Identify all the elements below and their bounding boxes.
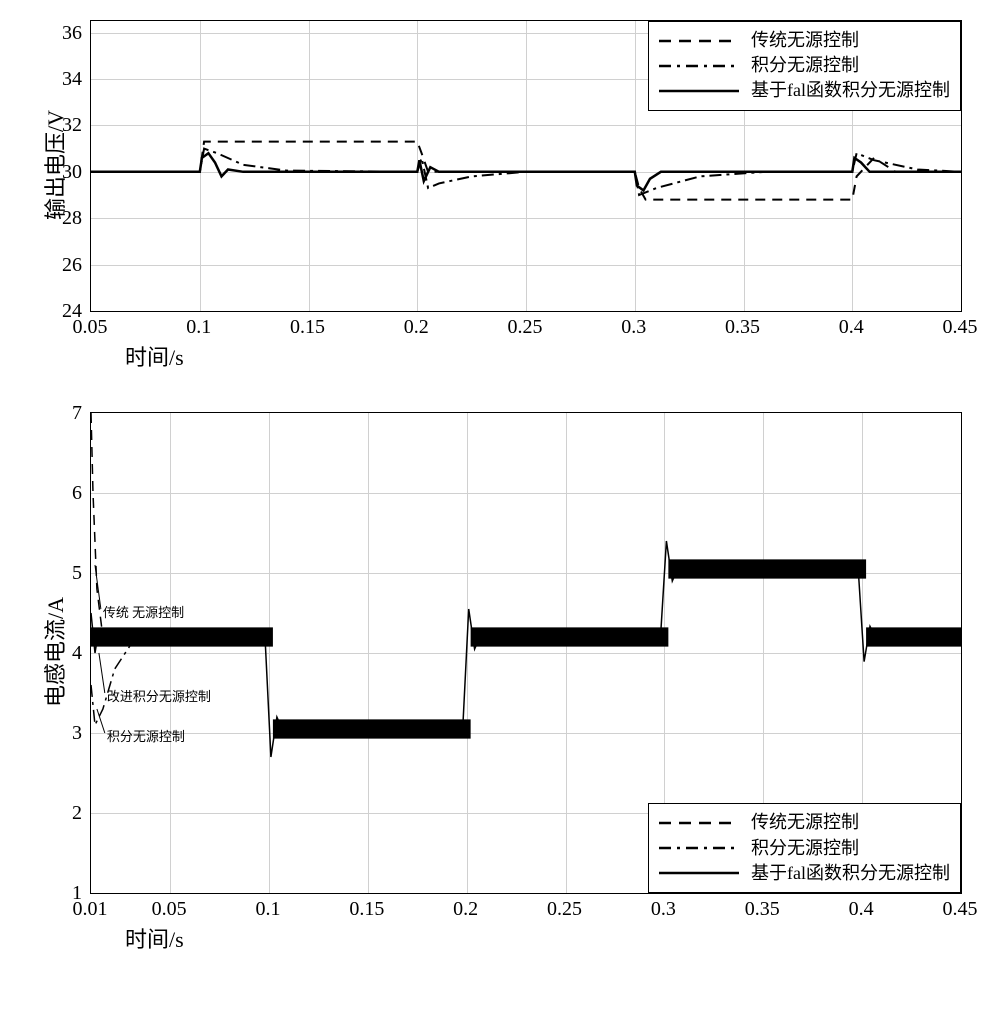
xtick-label: 0.05 <box>152 898 187 921</box>
chart2-ylabel: 电感电流/A <box>38 597 70 707</box>
legend-item: 基于fal函数积分无源控制 <box>659 861 950 886</box>
legend-label: 基于fal函数积分无源控制 <box>751 78 950 103</box>
chart2-plot-area: 传统无源控制 积分无源控制 基于fal函数积分无源控制 传统 无源控制改进积分无… <box>90 412 962 894</box>
legend-label: 基于fal函数积分无源控制 <box>751 861 950 886</box>
legend-item: 积分无源控制 <box>659 836 950 861</box>
legend-item: 传统无源控制 <box>659 28 950 53</box>
legend-sample-solid <box>659 865 739 881</box>
chart1-xlabel: 时间/s <box>125 340 986 372</box>
chart1-legend: 传统无源控制 积分无源控制 基于fal函数积分无源控制 <box>648 21 961 111</box>
legend-sample-dashed <box>659 33 739 49</box>
chart2-xticks: 0.010.050.10.150.20.250.30.350.40.45 <box>90 894 966 922</box>
xtick-label: 0.1 <box>255 898 280 921</box>
legend-sample-dashed <box>659 815 739 831</box>
annotation-label: 积分无源控制 <box>107 726 185 745</box>
legend-label: 传统无源控制 <box>751 810 859 835</box>
legend-item: 传统无源控制 <box>659 810 950 835</box>
xtick-label: 0.15 <box>349 898 384 921</box>
figure-root: 输出电压/V 传统无源控制 积分无源控制 基于fal函数积分无源控制 0.050… <box>20 20 966 954</box>
xtick-label: 0.2 <box>404 316 429 339</box>
chart-current: 电感电流/A 传统无源控制 积分无源控制 基于fal函数积分无源控制 传统 无源… <box>20 412 966 954</box>
legend-label: 积分无源控制 <box>751 53 859 78</box>
xtick-label: 0.45 <box>943 898 978 921</box>
chart1-plot-area: 传统无源控制 积分无源控制 基于fal函数积分无源控制 <box>90 20 962 312</box>
xtick-label: 0.35 <box>745 898 780 921</box>
legend-item: 基于fal函数积分无源控制 <box>659 78 950 103</box>
chart-voltage: 输出电压/V 传统无源控制 积分无源控制 基于fal函数积分无源控制 0.050… <box>20 20 966 372</box>
xtick-label: 0.25 <box>508 316 543 339</box>
legend-label: 积分无源控制 <box>751 836 859 861</box>
annotation-label: 传统 无源控制 <box>103 602 184 621</box>
legend-sample-dashdot <box>659 58 739 74</box>
annotation-label: 改进积分无源控制 <box>107 686 211 705</box>
xtick-label: 0.4 <box>839 316 864 339</box>
xtick-label: 0.25 <box>547 898 582 921</box>
chart2-legend: 传统无源控制 积分无源控制 基于fal函数积分无源控制 <box>648 803 961 893</box>
xtick-label: 0.2 <box>453 898 478 921</box>
legend-sample-solid <box>659 83 739 99</box>
chart2-xlabel: 时间/s <box>125 922 986 954</box>
xtick-label: 0.35 <box>725 316 760 339</box>
legend-label: 传统无源控制 <box>751 28 859 53</box>
xtick-label: 0.3 <box>621 316 646 339</box>
xtick-label: 0.45 <box>943 316 978 339</box>
xtick-label: 0.1 <box>186 316 211 339</box>
xtick-label: 0.15 <box>290 316 325 339</box>
xtick-label: 0.4 <box>849 898 874 921</box>
legend-item: 积分无源控制 <box>659 53 950 78</box>
legend-sample-dashdot <box>659 840 739 856</box>
xtick-label: 0.3 <box>651 898 676 921</box>
chart1-xticks: 0.050.10.150.20.250.30.350.40.45 <box>90 312 966 340</box>
